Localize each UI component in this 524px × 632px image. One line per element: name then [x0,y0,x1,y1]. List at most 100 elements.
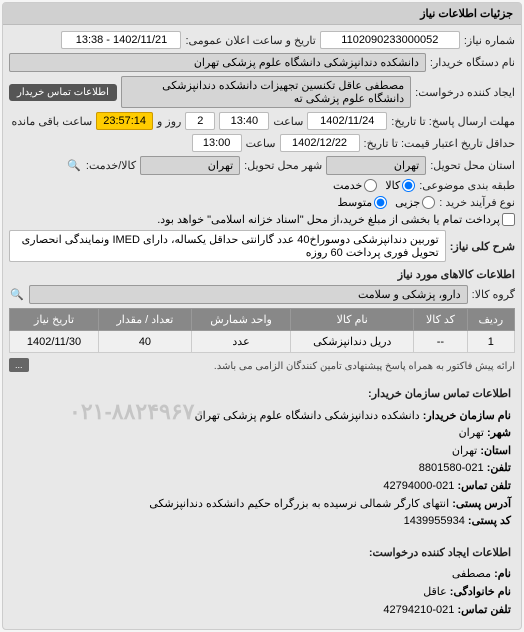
creator-phone-line: تلفن تماس: 021-42794210 [13,602,511,620]
th-index: ردیف [467,309,514,331]
contact-buyer-button[interactable]: اطلاعات تماس خریدار [9,84,117,101]
fax-value: 021-42794000 [383,480,454,492]
radio-low-input[interactable] [422,196,435,209]
contact-address-line: آدرس پستی: انتهای کارگر شمالی نرسیده به … [13,496,511,514]
row-request-no: شماره نیاز: 1102090233000052 تاریخ و ساع… [9,31,515,49]
panel-title: جزئیات اطلاعات نیاز [3,3,521,25]
purchase-note-checkbox[interactable] [502,213,515,226]
table-row: 1 -- دریل دندانپزشکی عدد 40 1402/11/30 [10,331,515,353]
time-label-2: ساعت [246,137,276,150]
deadline-label: مهلت ارسال پاسخ: تا تاریخ: [391,115,515,128]
announce-label: تاریخ و ساعت اعلان عمومی: [185,34,315,47]
row-purchase-type: نوع فرآیند خرید : جزیی متوسط پرداخت تمام… [9,196,515,226]
purchase-note-check[interactable]: پرداخت تمام یا بخشی از مبلغ خرید،از محل … [157,213,515,226]
city-value: تهران [459,427,484,439]
phone-label: تلفن: [487,462,511,474]
deadline-date: 1402/11/24 [307,112,387,130]
th-name: نام کالا [291,309,414,331]
product-label: کالا/خدمت: [86,159,136,172]
delivery-state-label: استان محل تحویل: [430,159,515,172]
th-date: تاریخ نیاز [10,309,99,331]
radio-kala[interactable]: کالا [385,179,415,192]
radio-khedmat-input[interactable] [364,179,377,192]
contact-fax-line: تلفن تماس: 021-42794000 [13,478,511,496]
panel-body: شماره نیاز: 1102090233000052 تاریخ و ساع… [3,25,521,629]
radio-khedmat-label: خدمت [333,179,362,192]
creator-phone-label: تلفن تماس: [457,604,511,616]
postal-value: 1439955934 [404,515,465,527]
request-no-label: شماره نیاز: [464,34,515,47]
row-delivery: استان محل تحویل: تهران شهر محل تحویل: ته… [9,156,515,175]
days-value: 2 [185,112,215,130]
th-code: کد کالا [414,309,467,331]
city-label: شهر: [487,427,511,439]
packaging-label: طبقه بندی موضوعی: [419,179,515,192]
creator-phone-value: 021-42794210 [383,604,454,616]
group-label: گروه کالا: [472,288,515,301]
creator-title: اطلاعات ایجاد کننده درخواست: [13,545,511,563]
contact-city-line: شهر: تهران [13,425,511,443]
td-name: دریل دندانپزشکی [291,331,414,353]
td-date: 1402/11/30 [10,331,99,353]
td-qty: 40 [99,331,192,353]
lname-label: نام خانوادگی: [450,586,511,598]
org-name-value: دانشکده دندانپزشکی دانشگاه علوم پزشکی ته… [195,410,420,422]
td-unit: عدد [191,331,290,353]
expand-button[interactable]: ... [9,358,29,372]
phone-value: 021-8801580 [419,462,484,474]
buyer-value: دانشکده دندانپزشکی دانشگاه علوم پزشکی ته… [9,53,426,72]
radio-khedmat[interactable]: خدمت [333,179,377,192]
province-value: تهران [452,445,477,457]
radio-low[interactable]: جزیی [395,196,435,209]
fname-value: مصطفی [452,568,491,580]
purchase-type-label: نوع فرآیند خرید : [439,196,515,209]
validity-time: 13:00 [192,134,242,152]
deadline-time: 13:40 [219,112,269,130]
lname-value: عاقل [423,586,447,598]
validity-label: حداقل تاریخ اعتبار قیمت: تا تاریخ: [364,137,515,150]
row-deadline: مهلت ارسال پاسخ: تا تاریخ: 1402/11/24 سا… [9,112,515,130]
table-header-row: ردیف کد کالا نام کالا واحد شمارش تعداد /… [10,309,515,331]
row-requester: ایجاد کننده درخواست: مصطفی عاقل تکنسین ت… [9,76,515,108]
buyer-label: نام دستگاه خریدار: [430,56,515,69]
main-panel: جزئیات اطلاعات نیاز شماره نیاز: 11020902… [2,2,522,630]
row-buyer: نام دستگاه خریدار: دانشکده دندانپزشکی دا… [9,53,515,72]
th-qty: تعداد / مقدار [99,309,192,331]
purchase-type-group: جزیی متوسط [338,196,436,209]
request-no-value: 1102090233000052 [320,31,460,49]
contact-postal-line: کد پستی: 1439955934 [13,513,511,531]
radio-kala-input[interactable] [402,179,415,192]
group-search-icon[interactable]: 🔍 [9,288,25,301]
mandatory-note: ارائه پیش فاکتور به همراه پاسخ پیشنهادی … [214,361,515,372]
days-label: روز و [157,115,181,128]
requester-value: مصطفی عاقل تکنسین تجهیزات دانشکده دندانپ… [121,76,411,108]
radio-low-label: جزیی [395,196,420,209]
contact-province-line: استان: تهران [13,443,511,461]
fname-label: نام: [494,568,511,580]
goods-info-title: اطلاعات کالاهای مورد نیاز [9,268,515,281]
td-index: 1 [467,331,514,353]
main-title-label: شرح کلی نیاز: [450,240,515,253]
kala-khedmat-group: کالا خدمت [333,179,415,192]
td-code: -- [414,331,467,353]
creator-lname-line: نام خانوادگی: عاقل [13,584,511,602]
radio-mid[interactable]: متوسط [338,196,388,209]
row-main-title: شرح کلی نیاز: توربین دندانپزشکی دوسوراخ4… [9,230,515,262]
row-group: گروه کالا: دارو، پزشکی و سلامت 🔍 [9,285,515,304]
radio-mid-input[interactable] [374,196,387,209]
main-title-value: توربین دندانپزشکی دوسوراخ40 عدد گارانتی … [9,230,446,262]
group-value: دارو، پزشکی و سلامت [29,285,468,304]
creator-fname-line: نام: مصطفی [13,566,511,584]
delivery-city: تهران [140,156,240,175]
province-label: استان: [480,445,511,457]
time-label-1: ساعت [273,115,303,128]
postal-label: کد پستی: [468,515,511,527]
creator-info-block: اطلاعات ایجاد کننده درخواست: نام: مصطفی … [9,535,515,623]
remaining-label: ساعت باقی مانده [11,115,92,128]
purchase-note-label: پرداخت تمام یا بخشی از مبلغ خرید،از محل … [157,213,500,226]
delivery-city-label: شهر محل تحویل: [244,159,322,172]
validity-date: 1402/12/22 [280,134,360,152]
contact-info-block: ۰۲۱-۸۸۲۴۹۶۷۰ اطلاعات تماس سازمان خریدار:… [9,376,515,535]
address-value: انتهای کارگر شمالی نرسیده به بزرگراه حکی… [149,498,449,510]
search-icon[interactable]: 🔍 [66,159,82,172]
